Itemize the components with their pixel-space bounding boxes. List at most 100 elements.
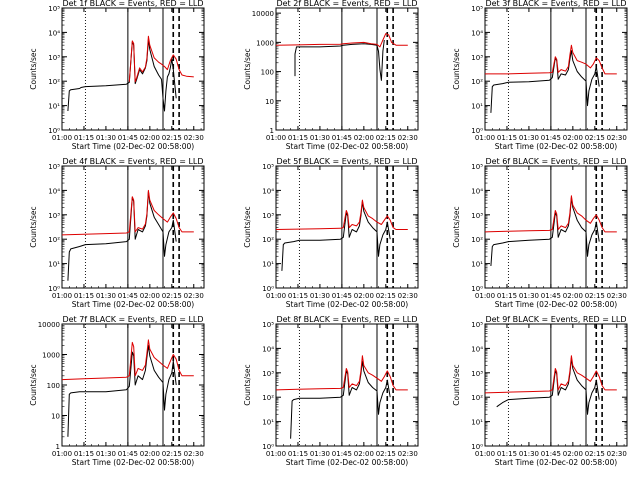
y-tick-label: 10² <box>471 236 483 244</box>
x-axis-label: Start Time (02-Dec-02 00:58:00) <box>495 458 617 467</box>
y-tick-label: 10 <box>265 98 274 106</box>
y-tick-label: 10⁰ <box>471 443 483 451</box>
y-tick-label: 10 <box>51 413 60 421</box>
y-tick-label: 1000 <box>42 352 60 360</box>
x-tick-label: 02:00 <box>563 450 583 458</box>
x-tick-label: 02:30 <box>398 134 418 142</box>
y-tick-label: 10⁴ <box>48 29 60 37</box>
y-axis-label: Counts/sec <box>29 48 38 89</box>
x-axis-label: Start Time (02-Dec-02 00:58:00) <box>72 142 194 151</box>
x-tick-label: 02:00 <box>140 134 160 142</box>
plot-frame <box>275 165 419 289</box>
chart-title: Det 9f BLACK = Events, RED = LLD <box>485 315 626 324</box>
y-axis-label: Counts/sec <box>452 364 461 405</box>
x-tick-label: 01:00 <box>52 292 72 300</box>
x-tick-label: 02:30 <box>184 450 204 458</box>
x-tick-label: 02:15 <box>585 134 605 142</box>
y-tick-label: 10⁴ <box>471 187 483 195</box>
lld-series-line <box>61 189 194 236</box>
y-tick-label: 10⁵ <box>262 163 274 171</box>
y-tick-label: 1 <box>56 443 60 451</box>
x-tick-label: 01:30 <box>519 292 539 300</box>
y-tick-label: 10⁵ <box>262 321 274 329</box>
x-tick-label: 02:00 <box>563 292 583 300</box>
x-tick-label: 01:30 <box>519 134 539 142</box>
plot-frame <box>61 7 205 131</box>
events-series-line <box>67 344 177 437</box>
x-tick-label: 01:45 <box>118 450 138 458</box>
x-tick-label: 02:00 <box>563 134 583 142</box>
x-tick-label: 01:15 <box>74 450 94 458</box>
plot-frame <box>484 7 628 131</box>
x-axis-label: Start Time (02-Dec-02 00:58:00) <box>286 300 408 309</box>
y-tick-label: 10⁴ <box>471 345 483 353</box>
x-tick-label: 01:15 <box>288 134 308 142</box>
y-tick-label: 10⁰ <box>471 127 483 135</box>
y-axis-label: Counts/sec <box>452 206 461 247</box>
lld-series-line <box>128 35 194 83</box>
y-tick-label: 10³ <box>48 54 60 62</box>
x-tick-label: 02:30 <box>398 292 418 300</box>
lld-series-line <box>61 339 194 381</box>
lld-series-line <box>484 195 617 233</box>
plot-frame <box>275 7 419 131</box>
plot-frame <box>61 323 205 447</box>
events-series-line <box>67 39 177 112</box>
chart-panel: Det 6f BLACK = Events, RED = LLD 01:00 01:… <box>452 157 628 309</box>
x-tick-label: 01:30 <box>310 450 330 458</box>
x-tick-label: 01:30 <box>310 134 330 142</box>
lld-series-line <box>275 33 408 48</box>
chart-panel: Det 9f BLACK = Events, RED = LLD 01:00 01:… <box>452 315 628 467</box>
y-tick-label: 10¹ <box>262 261 274 269</box>
x-tick-label: 02:15 <box>585 450 605 458</box>
events-series-line <box>281 201 391 271</box>
chart-title: Det 2f BLACK = Events, RED = LLD <box>276 0 417 8</box>
x-tick-label: 02:00 <box>354 292 374 300</box>
x-tick-label: 02:30 <box>607 292 627 300</box>
x-tick-label: 01:30 <box>96 292 116 300</box>
y-tick-label: 10⁰ <box>262 285 274 293</box>
y-tick-label: 100 <box>47 382 60 390</box>
y-tick-label: 10³ <box>262 212 274 220</box>
x-tick-label: 02:15 <box>162 450 182 458</box>
x-axis-label: Start Time (02-Dec-02 00:58:00) <box>72 458 194 467</box>
events-series-line <box>496 357 600 415</box>
x-tick-label: 01:00 <box>475 292 495 300</box>
x-tick-label: 01:45 <box>332 292 352 300</box>
y-tick-label: 10⁴ <box>262 187 274 195</box>
y-tick-label: 10² <box>48 78 60 86</box>
plot-frame <box>484 165 628 289</box>
y-tick-label: 10¹ <box>471 419 483 427</box>
y-tick-label: 10¹ <box>262 419 274 427</box>
plot-frame <box>275 323 419 447</box>
x-tick-label: 02:00 <box>140 292 160 300</box>
y-tick-label: 10³ <box>262 370 274 378</box>
y-tick-label: 1000 <box>256 39 274 47</box>
chart-title: Det 7f BLACK = Events, RED = LLD <box>62 315 203 324</box>
x-tick-label: 02:00 <box>140 450 160 458</box>
x-tick-label: 01:00 <box>475 450 495 458</box>
x-tick-label: 01:45 <box>118 134 138 142</box>
x-tick-label: 01:00 <box>52 134 72 142</box>
y-axis-label: Counts/sec <box>452 48 461 89</box>
y-axis-label: Counts/sec <box>243 206 252 247</box>
x-tick-label: 01:45 <box>541 450 561 458</box>
y-tick-label: 10¹ <box>471 261 483 269</box>
y-tick-label: 10⁴ <box>48 187 60 195</box>
x-axis-label: Start Time (02-Dec-02 00:58:00) <box>495 142 617 151</box>
x-tick-label: 01:45 <box>118 292 138 300</box>
y-tick-label: 10⁴ <box>262 345 274 353</box>
events-series-line <box>290 360 391 439</box>
x-tick-label: 02:30 <box>184 134 204 142</box>
y-tick-label: 10² <box>471 394 483 402</box>
y-tick-label: 10⁰ <box>48 285 60 293</box>
y-tick-label: 10⁵ <box>471 321 483 329</box>
y-tick-label: 10³ <box>48 212 60 220</box>
x-tick-label: 01:30 <box>96 134 116 142</box>
plot-frame <box>61 165 205 289</box>
y-tick-label: 100 <box>261 69 274 77</box>
chart-title: Det 6f BLACK = Events, RED = LLD <box>485 157 626 166</box>
